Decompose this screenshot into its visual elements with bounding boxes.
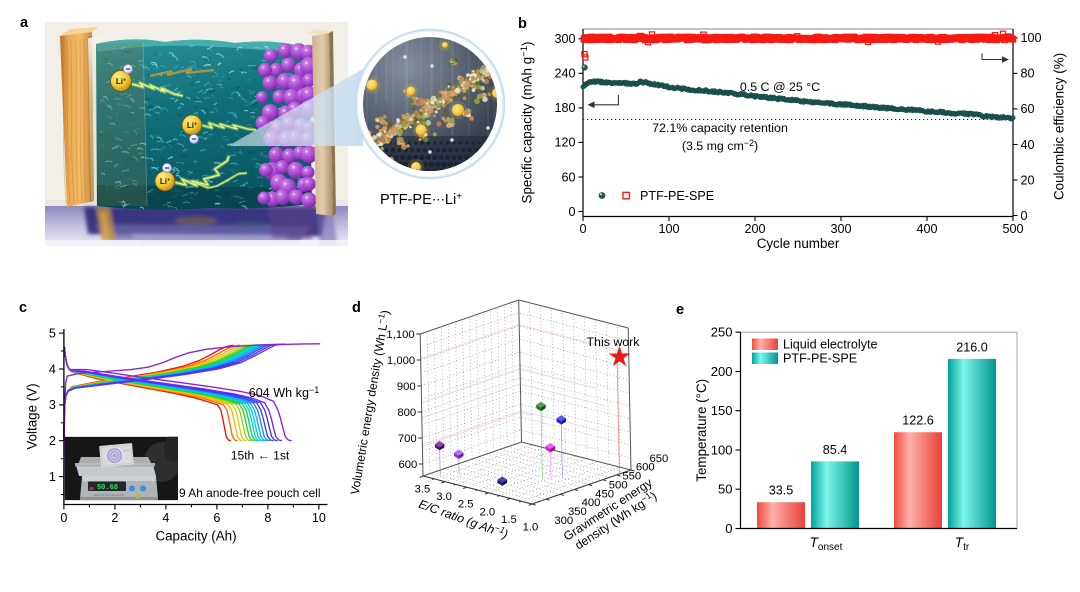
svg-text:Li+: Li+	[160, 177, 170, 186]
svg-text:0: 0	[1021, 209, 1028, 223]
svg-text:2.5: 2.5	[458, 499, 474, 511]
svg-text:250: 250	[711, 325, 733, 340]
svg-text:d: d	[352, 300, 361, 316]
svg-text:0: 0	[568, 205, 575, 219]
svg-text:ELECTRONIC BALANCE: ELECTRONIC BALANCE	[94, 493, 124, 497]
svg-text:2: 2	[49, 434, 56, 448]
svg-text:9 Ah: 9 Ah	[123, 448, 130, 453]
svg-text:216.0: 216.0	[956, 340, 988, 354]
svg-text:Specific capacity (mAh g−1): Specific capacity (mAh g−1)	[519, 42, 535, 204]
svg-text:80: 80	[1021, 67, 1035, 81]
svg-text:100: 100	[711, 442, 733, 457]
svg-text:Li+: Li+	[116, 77, 126, 86]
svg-text:700: 700	[398, 433, 417, 445]
svg-text:Capacity (Ah): Capacity (Ah)	[155, 529, 236, 544]
svg-text:1: 1	[49, 470, 56, 484]
svg-text:800: 800	[397, 407, 416, 419]
svg-text:Liquid electrolyte: Liquid electrolyte	[783, 338, 878, 352]
svg-text:500: 500	[609, 479, 628, 491]
svg-text:604 Wh kg−1: 604 Wh kg−1	[249, 385, 319, 400]
svg-text:60: 60	[1021, 102, 1035, 116]
svg-text:15th ← 1st: 15th ← 1st	[231, 449, 290, 463]
svg-text:0: 0	[725, 521, 732, 536]
svg-text:1,000: 1,000	[387, 355, 415, 367]
svg-text:50.68: 50.68	[97, 484, 118, 492]
svg-text:400: 400	[916, 222, 937, 236]
svg-text:122.6: 122.6	[902, 414, 934, 428]
svg-text:4: 4	[162, 511, 169, 525]
svg-text:200: 200	[744, 222, 765, 236]
svg-text:300: 300	[554, 515, 573, 527]
svg-text:120: 120	[554, 136, 575, 150]
svg-text:350: 350	[568, 506, 587, 518]
svg-text:0: 0	[579, 222, 586, 236]
svg-text:650: 650	[649, 453, 668, 465]
svg-text:600: 600	[636, 462, 655, 474]
svg-text:100: 100	[1021, 31, 1042, 45]
svg-text:3.5: 3.5	[415, 483, 431, 495]
svg-text:(3.5 mg cm−2): (3.5 mg cm−2)	[682, 138, 758, 153]
svg-text:450: 450	[595, 488, 614, 500]
svg-text:3.0: 3.0	[436, 491, 452, 503]
svg-text:9 Ah anode-free pouch cell: 9 Ah anode-free pouch cell	[179, 486, 320, 500]
svg-text:550: 550	[622, 471, 641, 483]
svg-text:1,100: 1,100	[386, 329, 414, 341]
svg-text:10: 10	[312, 511, 326, 525]
svg-text:180: 180	[554, 101, 575, 115]
svg-text:60: 60	[561, 170, 575, 184]
svg-text:This work: This work	[586, 335, 640, 349]
svg-text:PTF-PE-SPE: PTF-PE-SPE	[783, 352, 857, 366]
svg-text:Voltage (V): Voltage (V)	[25, 383, 40, 449]
svg-text:900: 900	[397, 381, 416, 393]
svg-text:3: 3	[49, 398, 56, 412]
svg-text:4: 4	[49, 362, 56, 376]
svg-text:1.5: 1.5	[501, 514, 517, 526]
svg-text:Coulombic efficiency (%): Coulombic efficiency (%)	[1052, 53, 1067, 200]
svg-text:240: 240	[554, 67, 575, 81]
svg-text:40: 40	[1021, 138, 1035, 152]
svg-text:8: 8	[264, 511, 271, 525]
svg-text:PTF-PE⋯Li+: PTF-PE⋯Li+	[380, 192, 462, 209]
svg-text:5: 5	[49, 327, 56, 341]
svg-text:50: 50	[718, 482, 732, 497]
svg-text:200: 200	[711, 364, 733, 379]
svg-text:85.4: 85.4	[823, 443, 848, 457]
svg-text:20: 20	[1021, 173, 1035, 187]
svg-text:PTF-PE-SPE: PTF-PE-SPE	[640, 189, 714, 203]
svg-text:a: a	[20, 15, 29, 31]
svg-text:100: 100	[658, 222, 679, 236]
svg-text:2: 2	[111, 511, 118, 525]
svg-text:Temperature (°C): Temperature (°C)	[694, 379, 709, 482]
svg-text:Li+: Li+	[187, 121, 197, 130]
svg-text:500: 500	[1002, 222, 1023, 236]
svg-text:Ttr: Ttr	[955, 535, 970, 553]
svg-text:400: 400	[582, 497, 601, 509]
svg-text:150: 150	[711, 403, 733, 418]
svg-text:300: 300	[554, 32, 575, 46]
svg-text:0.5 C @ 25 °C: 0.5 C @ 25 °C	[740, 80, 820, 94]
svg-text:33.5: 33.5	[769, 484, 794, 498]
svg-text:c: c	[19, 300, 27, 316]
svg-text:72.1% capacity retention: 72.1% capacity retention	[652, 121, 788, 135]
svg-text:300: 300	[830, 222, 851, 236]
svg-text:Cycle number: Cycle number	[757, 236, 840, 251]
svg-text:1.0: 1.0	[523, 522, 539, 534]
svg-text:6: 6	[213, 511, 220, 525]
svg-text:e: e	[676, 302, 684, 318]
svg-text:0: 0	[60, 511, 67, 525]
svg-text:Tonset: Tonset	[810, 535, 843, 553]
svg-text:b: b	[518, 16, 527, 32]
svg-text:600: 600	[398, 459, 417, 471]
svg-text:2.0: 2.0	[479, 506, 495, 518]
